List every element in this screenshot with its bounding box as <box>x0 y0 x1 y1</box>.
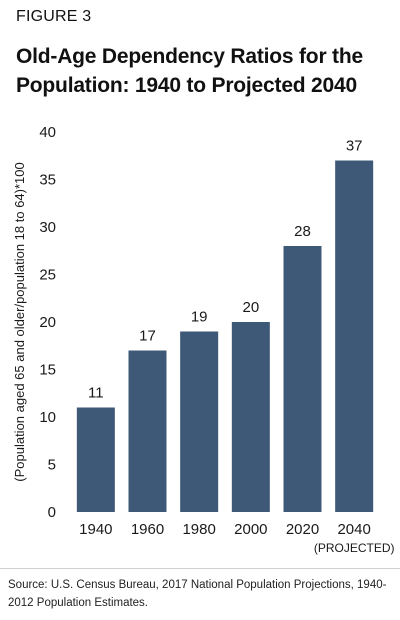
x-tick-label: 2000 <box>234 521 267 538</box>
bar <box>231 322 270 512</box>
y-tick-label: 40 <box>39 124 56 141</box>
bar <box>180 331 219 512</box>
x-tick-label: 1960 <box>131 521 164 538</box>
y-tick-label: 30 <box>39 219 56 236</box>
data-labels: 11 17 19 20 28 37 <box>88 138 362 402</box>
data-label: 19 <box>191 309 208 326</box>
bar-chart: (Population aged 65 and older/population… <box>12 124 395 555</box>
data-label: 28 <box>294 223 311 240</box>
x-tick-label: 2020 <box>286 521 319 538</box>
data-label: 11 <box>88 385 104 402</box>
x-tick-label: 1980 <box>182 521 215 538</box>
y-tick-label: 35 <box>39 172 56 189</box>
data-label: 20 <box>242 299 259 316</box>
y-tick-label: 20 <box>39 314 56 331</box>
data-label: 17 <box>139 328 156 345</box>
figure-label: FIGURE 3 <box>16 8 92 25</box>
chart-title: Old-Age Dependency Ratios for the Popula… <box>16 45 363 97</box>
bar <box>76 407 115 512</box>
divider <box>0 568 400 569</box>
x-tick-label: 1940 <box>79 521 112 538</box>
y-tick-label: 10 <box>39 409 56 426</box>
data-label: 37 <box>346 138 363 155</box>
y-tick-label: 5 <box>48 457 56 474</box>
y-axis-label: (Population aged 65 and older/population… <box>12 162 27 481</box>
bar <box>128 350 167 512</box>
x-axis-ticks: 1940 1960 1980 2000 2020 2040 (PROJECTED) <box>79 521 394 555</box>
bar <box>335 160 374 512</box>
y-tick-label: 25 <box>39 267 56 284</box>
bars <box>76 160 374 512</box>
bar <box>283 246 322 512</box>
source-note: Source: U.S. Census Bureau, 2017 Nationa… <box>8 579 387 609</box>
y-tick-label: 15 <box>39 362 56 379</box>
x-tick-sublabel: (PROJECTED) <box>314 541 395 555</box>
y-axis-ticks: 0 5 10 15 20 25 30 35 40 <box>39 124 56 521</box>
y-tick-label: 0 <box>48 504 56 521</box>
x-tick-label: 2040 <box>337 521 370 538</box>
